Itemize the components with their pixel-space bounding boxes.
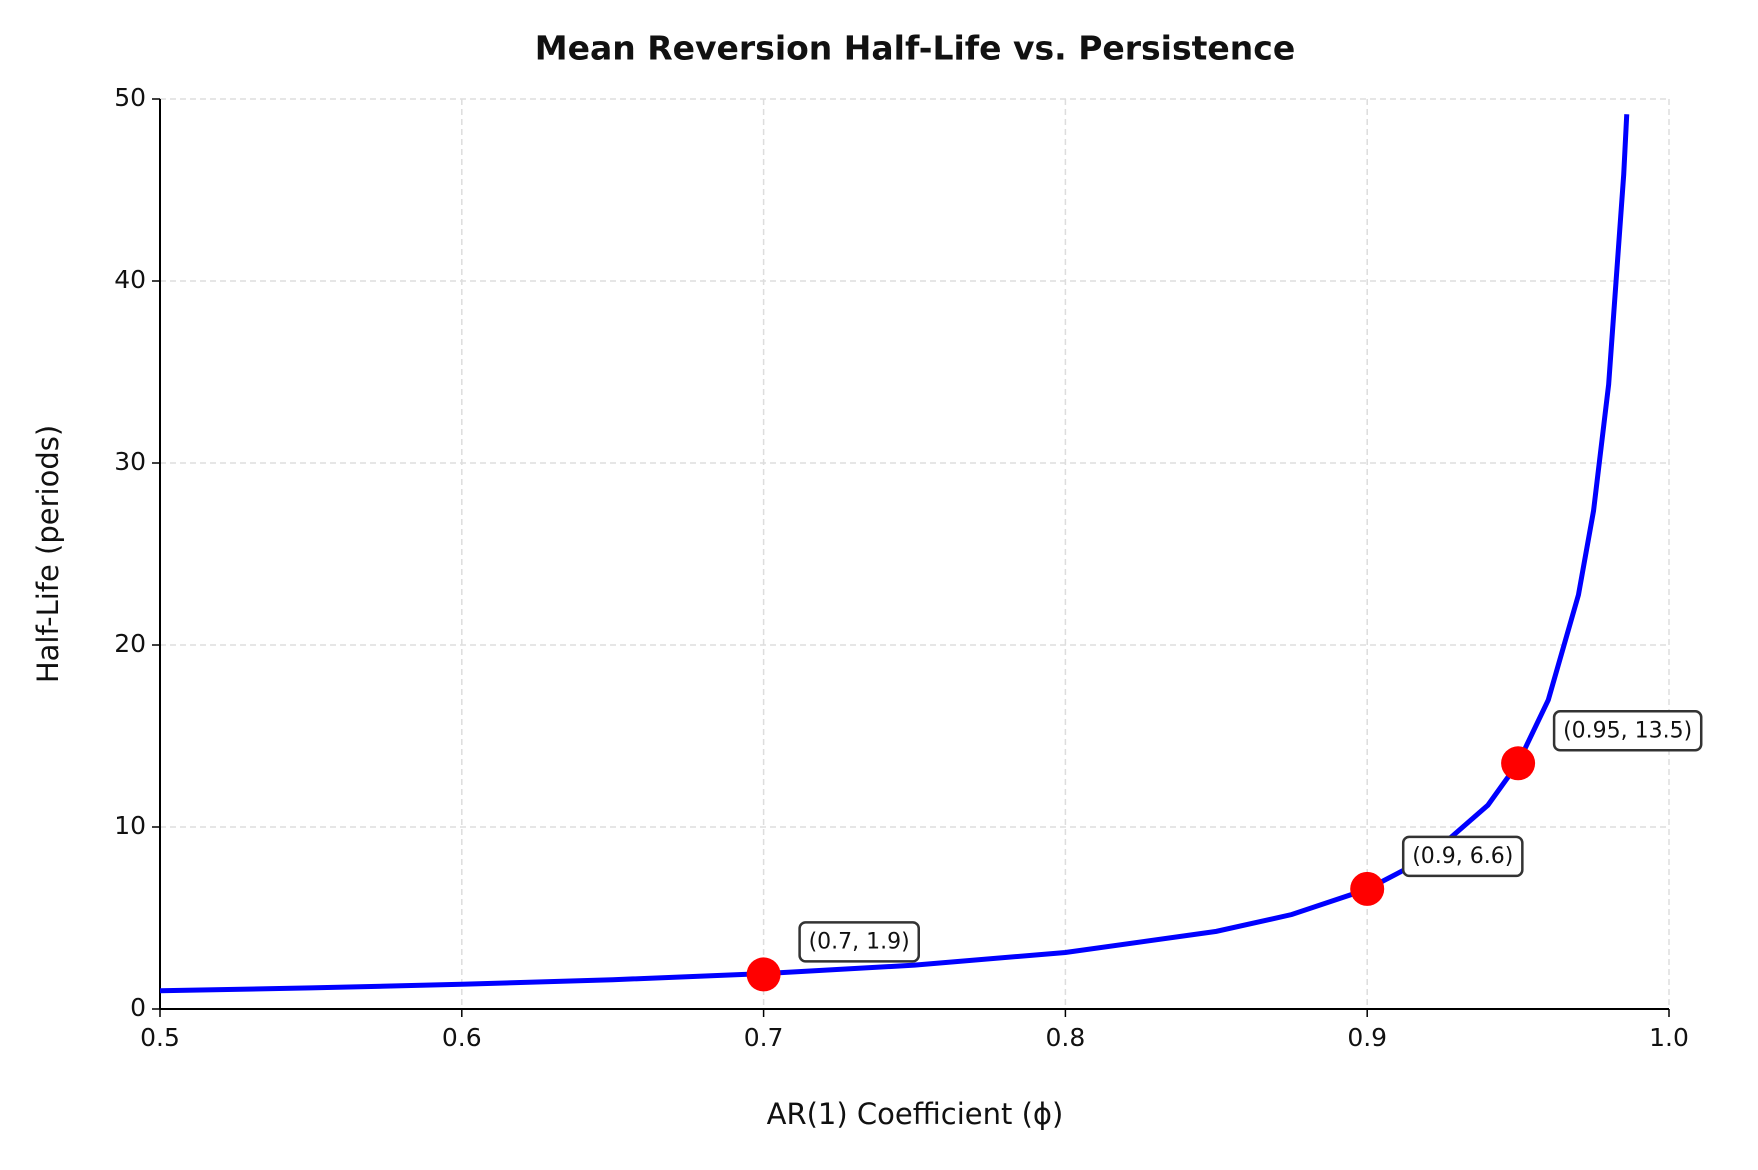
y-tick-label: 50 [114, 83, 146, 112]
annotation-box [798, 921, 920, 963]
x-tick-label: 0.9 [1347, 1023, 1387, 1052]
annotation: (0.95, 13.5) [1552, 710, 1703, 752]
x-tick-label: 0.5 [140, 1023, 180, 1052]
annotation-box [1552, 710, 1703, 752]
annotation: (0.7, 1.9) [798, 921, 920, 963]
x-tick-label: 0.7 [744, 1023, 784, 1052]
highlight-point [1501, 746, 1536, 781]
x-axis-label: AR(1) Coefficient (ϕ) [767, 1097, 1064, 1131]
highlight-point [746, 957, 781, 992]
annotation-label: (0.7, 1.9) [809, 929, 910, 954]
annotation-label: (0.9, 6.6) [1412, 844, 1513, 869]
annotation-box [1401, 835, 1524, 878]
x-tick-label: 0.6 [442, 1023, 482, 1052]
y-tick-label: 0 [130, 993, 146, 1022]
chart-title: Mean Reversion Half-Life vs. Persistence [535, 29, 1295, 68]
y-axis-label: Half-Life (periods) [31, 425, 65, 683]
x-tick-label: 0.8 [1046, 1023, 1086, 1052]
annotation-label: (0.95, 13.5) [1563, 718, 1692, 743]
y-tick-label: 30 [114, 447, 146, 476]
y-tick-label: 40 [114, 265, 146, 294]
y-tick-label: 10 [114, 811, 146, 840]
y-tick-label: 20 [114, 629, 146, 658]
x-tick-label: 1.0 [1649, 1023, 1689, 1052]
annotation: (0.9, 6.6) [1401, 835, 1524, 878]
highlight-point [1350, 871, 1385, 906]
